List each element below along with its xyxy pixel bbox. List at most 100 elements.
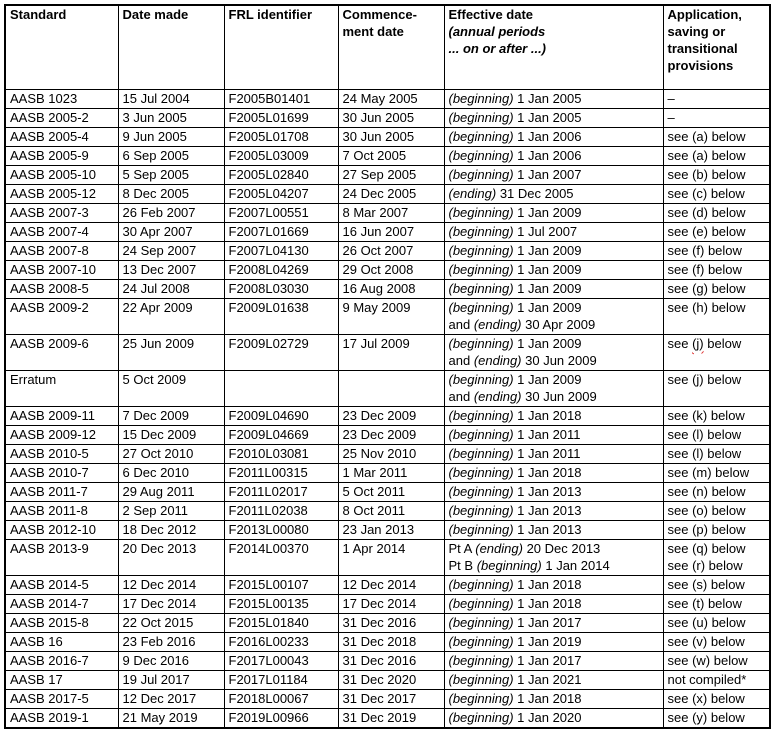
cell-line: (beginning) 1 Jan 2021: [448, 672, 660, 689]
cell-date-made: 6 Dec 2010: [117, 463, 225, 483]
cell-frl: F2011L00315: [223, 463, 339, 483]
cell-effective: (beginning) 1 Jan 2005: [443, 89, 664, 109]
cell-line: not compiled*: [668, 672, 767, 689]
cell-application: see (a) below: [662, 127, 771, 147]
text-segment: 20 Dec 2013: [522, 541, 601, 556]
text-segment: 1 Jan 2006: [513, 148, 582, 163]
cell-commencement: 23 Dec 2009: [337, 425, 445, 445]
header-standard: Standard: [4, 4, 119, 90]
table-row: AASB 2017-5 12 Dec 2017 F2018L00067 31 Dec …: [4, 689, 771, 709]
cell-commencement: 27 Sep 2005: [337, 165, 445, 185]
cell-commencement: 31 Dec 2020: [337, 670, 445, 690]
text-segment: (beginning): [448, 129, 514, 144]
cell-frl: F2015L00107: [223, 575, 339, 595]
cell-standard: AASB 2007-8: [4, 241, 119, 261]
text-segment: 1 Jan 2009: [513, 372, 582, 387]
cell-application: see (l) below: [662, 425, 771, 445]
cell-frl: F2008L03030: [223, 279, 339, 299]
text-segment: 1 Jan 2013: [513, 484, 582, 499]
cell-effective: (beginning) 1 Jan 2021: [443, 670, 664, 690]
text-segment: (beginning): [448, 484, 514, 499]
cell-commencement: 5 Oct 2011: [337, 482, 445, 502]
cell-effective: (beginning) 1 Jan 2013: [443, 520, 664, 540]
text-segment: see (b) below: [667, 167, 746, 182]
cell-commencement: 8 Mar 2007: [337, 203, 445, 223]
text-segment: see (m) below: [667, 465, 750, 480]
table-row: AASB 2005-9 6 Sep 2005 F2005L03009 7 Oct 20…: [4, 146, 771, 166]
cell-date-made: 30 Apr 2007: [117, 222, 225, 242]
cell-standard: AASB 2010-7: [4, 463, 119, 483]
cell-standard: AASB 2009-6: [4, 334, 119, 371]
cell-effective: (ending) 31 Dec 2005: [443, 184, 664, 204]
cell-frl: F2005L02840: [223, 165, 339, 185]
cell-application: –: [662, 108, 771, 128]
cell-line: see (k) below: [668, 408, 767, 425]
header-row: Standard Date made FRL identifier Commen…: [4, 4, 771, 90]
text-segment: 1 Jan 2020: [513, 710, 582, 725]
table-row: AASB 2008-5 24 Jul 2008 F2008L03030 16 Aug …: [4, 279, 771, 299]
cell-date-made: 6 Sep 2005: [117, 146, 225, 166]
text-segment: 1 Jan 2011: [513, 427, 581, 442]
header-effective-subtitle-line2: ... on or after ...): [448, 41, 547, 56]
cell-line: see (d) below: [668, 205, 767, 222]
cell-date-made: 24 Jul 2008: [117, 279, 225, 299]
text-segment: –: [667, 110, 675, 125]
cell-effective: (beginning) 1 Jan 2013: [443, 482, 664, 502]
text-segment: see (w) below: [667, 653, 748, 668]
cell-line: see (x) below: [667, 691, 767, 708]
cell-commencement: 12 Dec 2014: [337, 575, 445, 595]
text-segment: 1 Jan 2009: [513, 262, 582, 277]
cell-commencement: 24 Dec 2005: [337, 184, 445, 204]
cell-effective: (beginning) 1 Jan 2018: [443, 575, 664, 595]
cell-effective: (beginning) 1 Jan 2009 and (ending) 30 Ap…: [443, 298, 664, 335]
cell-frl: F2005L01708: [223, 127, 339, 147]
cell-commencement: 31 Dec 2019: [337, 708, 445, 729]
cell-application: see (j) below: [662, 334, 771, 371]
text-segment: 1 Jul 2007: [513, 224, 578, 239]
text-segment: see (q) below: [667, 541, 746, 556]
cell-date-made: 26 Feb 2007: [117, 203, 225, 223]
text-segment: (ending): [448, 186, 497, 201]
cell-date-made: 19 Jul 2017: [117, 670, 225, 690]
text-segment: see (f) below: [667, 262, 742, 277]
table-row: AASB 1023 15 Jul 2004 F2005B01401 24 May 20…: [4, 89, 771, 109]
table-row: AASB 2005-12 8 Dec 2005 F2005L04207 24 Dec …: [4, 184, 771, 204]
cell-effective: (beginning) 1 Jan 2017: [443, 651, 664, 671]
cell-application: see (v) below: [662, 632, 771, 652]
text-segment: (beginning): [448, 672, 514, 687]
text-segment: see (j) below: [667, 372, 742, 387]
cell-frl: F2009L04690: [223, 406, 339, 426]
cell-standard: AASB 2005-12: [4, 184, 119, 204]
table-row: AASB 2007-10 13 Dec 2007 F2008L04269 29 Oct…: [4, 260, 771, 280]
cell-frl: F2007L00551: [223, 203, 339, 223]
cell-application: see (d) below: [662, 203, 771, 223]
table-row: AASB 2009-6 25 Jun 2009 F2009L02729 17 Jul …: [4, 334, 771, 371]
text-segment: 1 Jan 2019: [513, 634, 582, 649]
cell-commencement: 30 Jun 2005: [337, 127, 445, 147]
text-segment: see (x) below: [667, 691, 745, 706]
cell-standard: AASB 16: [4, 632, 119, 652]
cell-line: (beginning) 1 Jan 2006: [449, 148, 660, 165]
cell-commencement: 16 Jun 2007: [337, 222, 445, 242]
cell-date-made: 18 Dec 2012: [117, 520, 225, 540]
cell-date-made: 5 Oct 2009: [117, 370, 225, 407]
cell-application: see (e) below: [662, 222, 771, 242]
cell-frl: [223, 370, 339, 407]
cell-frl: F2005B01401: [223, 89, 339, 109]
table-row: Erratum 5 Oct 2009 (beginning) 1 Jan 2009…: [4, 370, 771, 407]
cell-line: see (a) below: [668, 129, 767, 146]
text-segment: 30 Jun 2009: [521, 389, 597, 404]
text-segment: (beginning): [448, 596, 514, 611]
cell-effective: (beginning) 1 Jan 2009: [443, 241, 664, 261]
cell-date-made: 12 Dec 2017: [117, 689, 225, 709]
text-segment: and: [448, 389, 474, 404]
text-segment: see (g) below: [667, 281, 746, 296]
table-row: AASB 2015-8 22 Oct 2015 F2015L01840 31 Dec …: [4, 613, 771, 633]
cell-line: see (u) below: [668, 615, 767, 632]
cell-date-made: 7 Dec 2009: [117, 406, 225, 426]
cell-commencement: 17 Jul 2009: [337, 334, 445, 371]
cell-application: see (q) below see (r) below: [662, 539, 771, 576]
cell-effective: (beginning) 1 Jan 2018: [443, 406, 664, 426]
cell-standard: AASB 2009-2: [4, 298, 119, 335]
cell-effective: (beginning) 1 Jan 2018: [443, 463, 664, 483]
